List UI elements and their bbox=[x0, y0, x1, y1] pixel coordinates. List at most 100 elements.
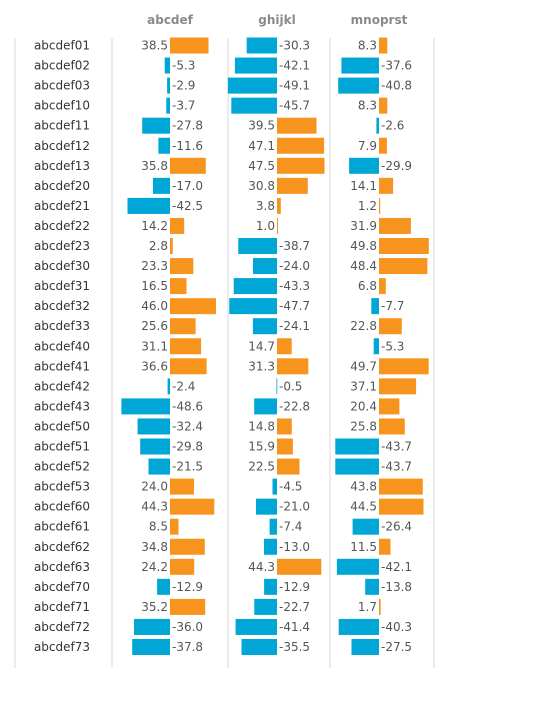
bar-mnoprst-abcdef22 bbox=[379, 217, 411, 234]
bar-abcdef-abcdef52 bbox=[148, 458, 170, 475]
bar-ghijkl-abcdef62 bbox=[264, 538, 277, 555]
row-label-abcdef50: abcdef50 bbox=[34, 419, 90, 433]
value-label-abcdef-abcdef52: -21.5 bbox=[172, 460, 203, 474]
value-label-mnoprst-abcdef02: -37.6 bbox=[381, 59, 412, 73]
row-label-abcdef43: abcdef43 bbox=[34, 399, 90, 413]
bar-mnoprst-abcdef43 bbox=[379, 398, 400, 415]
value-label-mnoprst-abcdef53: 43.8 bbox=[350, 480, 377, 494]
value-label-abcdef-abcdef12: -11.6 bbox=[172, 139, 203, 153]
bar-mnoprst-abcdef53 bbox=[379, 478, 423, 495]
row-label-abcdef40: abcdef40 bbox=[34, 339, 90, 353]
bar-ghijkl-abcdef13 bbox=[277, 157, 325, 174]
bar-abcdef-abcdef51 bbox=[140, 438, 170, 455]
value-label-abcdef-abcdef70: -12.9 bbox=[172, 580, 203, 594]
value-label-mnoprst-abcdef52: -43.7 bbox=[381, 460, 412, 474]
value-label-ghijkl-abcdef50: 14.8 bbox=[248, 419, 275, 433]
bar-mnoprst-abcdef51 bbox=[335, 438, 379, 455]
bar-mnoprst-abcdef63 bbox=[336, 558, 379, 575]
bar-abcdef-abcdef30 bbox=[170, 258, 194, 275]
bar-abcdef-abcdef22 bbox=[170, 217, 185, 234]
value-label-abcdef-abcdef41: 36.6 bbox=[141, 359, 168, 373]
bar-abcdef-abcdef20 bbox=[153, 177, 170, 194]
value-label-mnoprst-abcdef12: 7.9 bbox=[358, 139, 377, 153]
bar-mnoprst-abcdef72 bbox=[338, 618, 379, 635]
value-label-abcdef-abcdef43: -48.6 bbox=[172, 399, 203, 413]
bar-mnoprst-abcdef03 bbox=[338, 77, 379, 94]
row-label-abcdef33: abcdef33 bbox=[34, 319, 90, 333]
bar-mnoprst-abcdef52 bbox=[335, 458, 379, 475]
row-label-abcdef72: abcdef72 bbox=[34, 620, 90, 634]
bar-ghijkl-abcdef63 bbox=[277, 558, 322, 575]
row-label-abcdef30: abcdef30 bbox=[34, 259, 90, 273]
value-label-abcdef-abcdef23: 2.8 bbox=[149, 239, 168, 253]
bar-ghijkl-abcdef31 bbox=[233, 278, 277, 295]
value-label-ghijkl-abcdef51: 15.9 bbox=[248, 440, 275, 454]
row-label-abcdef01: abcdef01 bbox=[34, 39, 90, 53]
row-label-abcdef73: abcdef73 bbox=[34, 640, 90, 654]
value-label-ghijkl-abcdef02: -42.1 bbox=[279, 59, 310, 73]
bar-mnoprst-abcdef02 bbox=[341, 57, 379, 74]
bar-abcdef-abcdef41 bbox=[170, 358, 207, 375]
value-label-abcdef-abcdef60: 44.3 bbox=[141, 500, 168, 514]
bar-ghijkl-abcdef61 bbox=[269, 518, 277, 535]
bar-ghijkl-abcdef01 bbox=[246, 37, 277, 54]
bar-ghijkl-abcdef41 bbox=[277, 358, 309, 375]
row-label-abcdef20: abcdef20 bbox=[34, 179, 90, 193]
bar-mnoprst-abcdef11 bbox=[376, 117, 379, 134]
value-label-mnoprst-abcdef10: 8.3 bbox=[358, 99, 377, 113]
value-label-abcdef-abcdef02: -5.3 bbox=[172, 59, 195, 73]
bar-ghijkl-abcdef02 bbox=[234, 57, 277, 74]
bar-mnoprst-abcdef33 bbox=[379, 318, 402, 335]
value-label-mnoprst-abcdef40: -5.3 bbox=[381, 339, 404, 353]
bar-abcdef-abcdef10 bbox=[166, 97, 170, 114]
row-label-abcdef23: abcdef23 bbox=[34, 239, 90, 253]
bar-ghijkl-abcdef43 bbox=[254, 398, 277, 415]
bar-mnoprst-abcdef70 bbox=[365, 578, 379, 595]
bar-mnoprst-abcdef30 bbox=[379, 258, 428, 275]
bar-ghijkl-abcdef52 bbox=[277, 458, 300, 475]
value-label-abcdef-abcdef62: 34.8 bbox=[141, 540, 168, 554]
value-label-abcdef-abcdef31: 16.5 bbox=[141, 279, 168, 293]
value-label-ghijkl-abcdef70: -12.9 bbox=[279, 580, 310, 594]
value-label-abcdef-abcdef10: -3.7 bbox=[172, 99, 195, 113]
bar-abcdef-abcdef50 bbox=[137, 418, 170, 435]
value-label-ghijkl-abcdef72: -41.4 bbox=[279, 620, 310, 634]
value-label-mnoprst-abcdef60: 44.5 bbox=[350, 500, 377, 514]
bar-ghijkl-abcdef40 bbox=[277, 338, 292, 355]
value-label-mnoprst-abcdef21: 1.2 bbox=[358, 199, 377, 213]
bar-abcdef-abcdef03 bbox=[167, 77, 170, 94]
bar-ghijkl-abcdef21 bbox=[277, 197, 281, 214]
value-label-ghijkl-abcdef20: 30.8 bbox=[248, 179, 275, 193]
row-label-abcdef32: abcdef32 bbox=[34, 299, 90, 313]
value-label-ghijkl-abcdef73: -35.5 bbox=[279, 640, 310, 654]
bar-ghijkl-abcdef23 bbox=[238, 238, 277, 254]
value-label-mnoprst-abcdef73: -27.5 bbox=[381, 640, 412, 654]
bar-abcdef-abcdef23 bbox=[170, 238, 173, 254]
bar-abcdef-abcdef73 bbox=[132, 639, 170, 655]
value-label-ghijkl-abcdef21: 3.8 bbox=[256, 199, 275, 213]
bar-ghijkl-abcdef42 bbox=[276, 378, 278, 395]
row-label-abcdef60: abcdef60 bbox=[34, 500, 90, 514]
value-label-mnoprst-abcdef41: 49.7 bbox=[350, 359, 377, 373]
bar-ghijkl-abcdef73 bbox=[241, 639, 277, 655]
bar-ghijkl-abcdef22 bbox=[277, 217, 278, 234]
value-label-mnoprst-abcdef11: -2.6 bbox=[381, 119, 404, 133]
value-label-ghijkl-abcdef42: -0.5 bbox=[279, 379, 302, 393]
bar-abcdef-abcdef32 bbox=[170, 298, 216, 315]
row-label-abcdef71: abcdef71 bbox=[34, 600, 90, 614]
value-label-mnoprst-abcdef13: -29.9 bbox=[381, 159, 412, 173]
value-label-ghijkl-abcdef40: 14.7 bbox=[248, 339, 275, 353]
value-label-mnoprst-abcdef62: 11.5 bbox=[350, 540, 377, 554]
bar-mnoprst-abcdef32 bbox=[371, 298, 379, 315]
bar-mnoprst-abcdef61 bbox=[352, 518, 379, 535]
row-label-abcdef53: abcdef53 bbox=[34, 480, 90, 494]
bar-mnoprst-abcdef71 bbox=[379, 598, 381, 615]
bar-ghijkl-abcdef11 bbox=[277, 117, 317, 134]
bar-abcdef-abcdef43 bbox=[121, 398, 170, 415]
bar-mnoprst-abcdef23 bbox=[379, 238, 429, 254]
value-label-ghijkl-abcdef22: 1.0 bbox=[256, 219, 275, 233]
row-label-abcdef70: abcdef70 bbox=[34, 580, 90, 594]
value-label-abcdef-abcdef20: -17.0 bbox=[172, 179, 203, 193]
bar-mnoprst-abcdef31 bbox=[379, 278, 386, 295]
